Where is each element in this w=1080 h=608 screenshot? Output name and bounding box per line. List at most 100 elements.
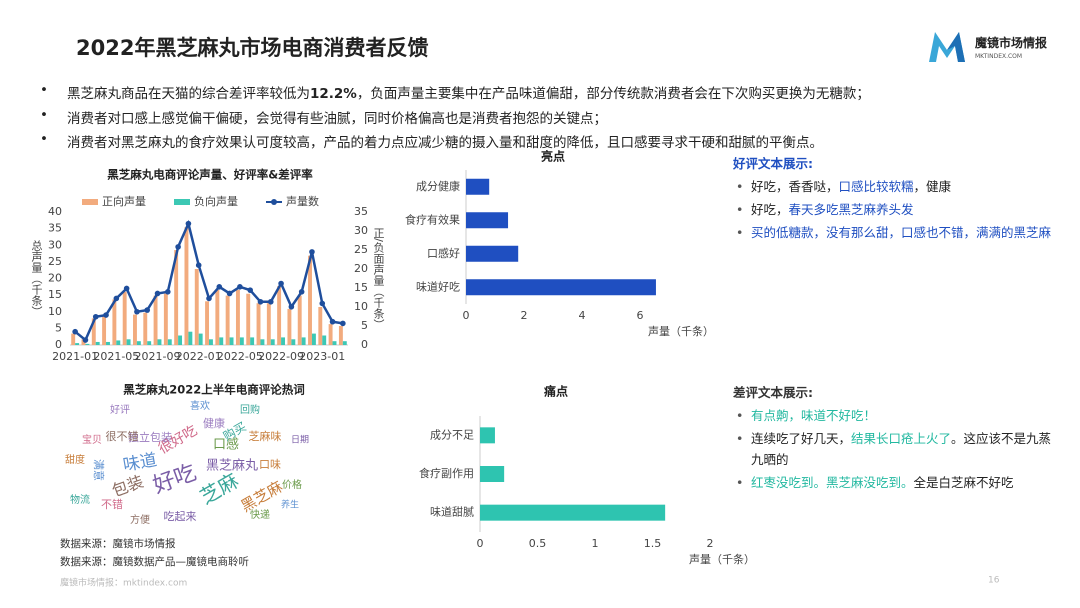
chart-title: 黑芝麻丸电商评论声量、好评率&差评率 (107, 168, 313, 182)
x-tick-label: 2021-05 (93, 350, 139, 363)
wordcloud-word: 芝麻 (196, 468, 243, 509)
line-point (247, 287, 253, 293)
x-axis-label: 声量（千条） (689, 552, 755, 566)
line-point (206, 295, 212, 302)
y2-axis-label: 正/负面声量（千条） (372, 227, 385, 330)
review-text: 春天多吃黑芝麻养头发 (788, 202, 914, 217)
x-tick-label: 6 (637, 309, 644, 322)
review-text: 好吃，香香哒， (751, 179, 839, 194)
y-tick-label: 20 (48, 272, 62, 285)
source-note: 数据来源：魔镜数据产品—魔镜电商聆听 (60, 555, 249, 568)
x-tick-label: 4 (579, 309, 586, 322)
bar (301, 337, 306, 345)
bar (91, 318, 96, 345)
slide-title: 2022年黑芝麻丸市场电商消费者反馈 (76, 36, 429, 60)
good-reviews: 好评文本展示: 好吃，香香哒，口感比较软糯，健康好吃，春天多吃黑芝麻养头发买的低糖… (733, 153, 1073, 245)
line-point (92, 313, 99, 320)
bar (480, 466, 505, 482)
bar (480, 504, 666, 521)
bar (266, 303, 271, 345)
wordcloud-word: 养生 (281, 499, 299, 511)
bar (122, 291, 127, 345)
x-tick-label: 2 (707, 537, 714, 550)
line-point (340, 320, 346, 327)
y2-tick-label: 15 (354, 281, 368, 294)
wordcloud-word: 黑芝麻丸 (206, 458, 258, 474)
bar (178, 335, 183, 345)
wordcloud-word: 日期 (291, 435, 309, 446)
x-tick-label: 2023-01 (299, 350, 345, 363)
wordcloud-word: 价格 (282, 478, 302, 491)
logo-mark (929, 32, 965, 62)
review-item: 红枣没吃到。黑芝麻没吃到。全是白芝麻不好吃 (733, 472, 1063, 493)
bar (106, 341, 110, 345)
logo-text: 魔镜市场情报 (975, 36, 1048, 50)
y2-tick-label: 35 (354, 205, 368, 218)
line-point (226, 290, 233, 297)
y-tick-label: 味道甜腻 (430, 505, 474, 519)
line-point (165, 289, 171, 295)
review-text: 连续吃了好几天， (751, 431, 852, 446)
x-tick-label: 0 (463, 309, 470, 322)
bar (205, 301, 209, 345)
review-text: 买的低糖款，没有那么甜，口感也不错，满满的黑芝麻 (751, 225, 1052, 240)
y2-tick-label: 20 (354, 262, 368, 275)
bar (328, 324, 333, 345)
wordcloud-word: 满意 (92, 459, 106, 481)
x-tick-label: 1 (592, 537, 599, 550)
x-tick-label: 1.5 (644, 537, 662, 550)
legend-label: 声量数 (286, 194, 319, 208)
y2-tick-label: 5 (361, 319, 368, 332)
review-item: 好吃，香香哒，口感比较软糯，健康 (733, 176, 1073, 197)
wordcloud-word: 口味 (259, 458, 281, 471)
wordcloud-word: 甜度 (65, 453, 85, 466)
bar (466, 178, 490, 195)
line-point (113, 295, 120, 302)
bar (102, 316, 107, 345)
bar (136, 341, 141, 345)
x-tick-label: 2021-01 (52, 350, 98, 363)
bar (209, 339, 213, 345)
bar (256, 303, 261, 345)
bar (81, 339, 86, 345)
bar (174, 250, 179, 345)
bar (198, 333, 203, 345)
legend-swatch (271, 199, 277, 205)
bar (466, 245, 519, 262)
wordcloud-title: 黑芝麻丸2022上半年电商评论热词 (123, 383, 305, 397)
bar (126, 339, 131, 345)
bar (229, 337, 234, 345)
y-tick-label: 口感好 (427, 246, 460, 260)
line-point (329, 318, 336, 325)
legend-label: 正向声量 (102, 194, 146, 208)
legend-label: 负向声量 (194, 194, 238, 208)
bar (163, 293, 168, 345)
bar (112, 299, 117, 345)
bar (291, 339, 296, 345)
review-text: 结果长口疮上火了 (851, 431, 952, 446)
bullet-text: 消费者对口感上感觉偏干偏硬，会觉得有些油腻，同时价格偏高也是消费者抱怨的关键点； (67, 110, 607, 127)
line-point (185, 220, 192, 227)
bar (75, 343, 80, 345)
wordcloud-word: 吃起来 (164, 510, 197, 523)
bar (95, 341, 100, 345)
review-text: ，健康 (913, 179, 952, 194)
bar (153, 295, 158, 345)
x-tick-label: 2 (521, 309, 528, 322)
y-tick-label: 40 (48, 205, 62, 218)
bar (318, 307, 323, 345)
bar (480, 427, 495, 444)
bar (147, 341, 152, 345)
line-point (175, 244, 181, 250)
y-tick-label: 25 (48, 255, 62, 268)
line-point (154, 290, 161, 297)
legend-swatch (174, 199, 190, 205)
line-point (237, 284, 243, 290)
y-tick-label: 食疗有效果 (405, 212, 460, 226)
bullet-text: 黑芝麻丸商品在天猫的综合差评率较低为 (67, 86, 310, 102)
review-item: 买的低糖款，没有那么甜，口感也不错，满满的黑芝麻 (733, 222, 1073, 243)
y-axis-label: 总声量（千条） (30, 239, 43, 317)
